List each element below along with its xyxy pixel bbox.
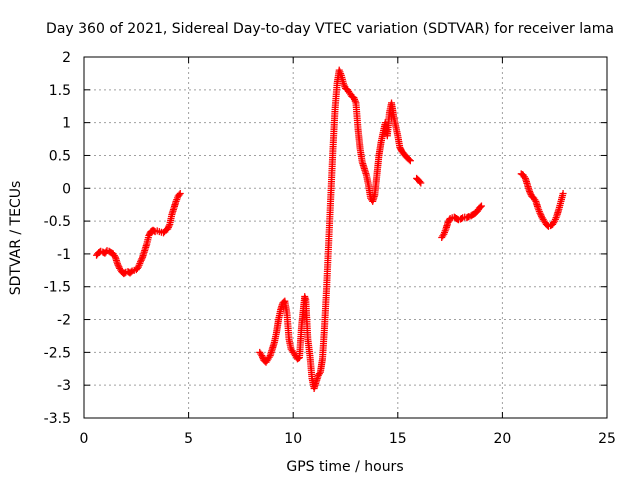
- data-point: [165, 222, 173, 230]
- x-tick-label: 10: [284, 431, 302, 447]
- y-tick-label: -2: [57, 313, 71, 329]
- data-point: [537, 211, 545, 219]
- plot-frame: [83, 56, 608, 419]
- data-point: [259, 353, 267, 361]
- data-point: [477, 202, 485, 210]
- data-point: [138, 255, 146, 263]
- data-point: [258, 352, 266, 360]
- x-tick-labels: 0 5 10 15 20 25: [80, 431, 616, 447]
- x-tick-label: 20: [493, 431, 511, 447]
- y-tick-label: -1: [57, 247, 71, 263]
- data-point: [164, 225, 172, 233]
- data-point: [536, 209, 544, 217]
- y-tick-label: 2: [62, 50, 71, 66]
- data-point: [136, 258, 144, 266]
- x-axis-label: GPS time / hours: [286, 459, 403, 475]
- y-tick-label: -3.5: [44, 411, 71, 427]
- data-point: [110, 252, 118, 260]
- axis-ticks: [83, 56, 608, 419]
- y-tick-label: 0: [62, 181, 71, 197]
- data-point: [113, 260, 121, 268]
- data-point: [127, 268, 135, 276]
- x-tick-label: 25: [598, 431, 616, 447]
- data-points: [93, 66, 567, 392]
- data-point: [526, 189, 534, 197]
- data-point: [265, 353, 273, 361]
- data-point: [526, 188, 534, 196]
- data-point: [175, 191, 183, 199]
- x-tick-label: 5: [184, 431, 193, 447]
- y-tick-label: -3: [57, 378, 71, 394]
- y-tick-label: -1.5: [44, 280, 71, 296]
- data-point: [417, 179, 425, 187]
- data-point: [458, 214, 466, 222]
- y-tick-label: 1.5: [49, 83, 71, 99]
- data-point: [176, 190, 184, 198]
- data-point: [137, 256, 145, 264]
- data-point: [531, 196, 539, 204]
- data-point: [476, 203, 484, 211]
- grid-lines: [84, 57, 607, 418]
- y-tick-labels: -3.5 -3 -2.5 -2 -1.5 -1 -0.5 0 0.5 1 1.5 2: [44, 50, 71, 427]
- y-tick-label: 0.5: [49, 148, 71, 164]
- data-point: [406, 157, 414, 165]
- x-tick-label: 0: [80, 431, 89, 447]
- data-point: [464, 213, 472, 221]
- x-tick-label: 15: [389, 431, 407, 447]
- y-tick-label: -0.5: [44, 214, 71, 230]
- y-tick-label: 1: [62, 116, 71, 132]
- data-point: [315, 370, 323, 378]
- data-point: [559, 190, 567, 198]
- data-point: [416, 178, 424, 186]
- data-point: [520, 173, 528, 181]
- data-point: [405, 156, 413, 164]
- data-point: [114, 261, 122, 269]
- y-tick-label: -2.5: [44, 345, 71, 361]
- chart-title: Day 360 of 2021, Sidereal Day-to-day VTE…: [46, 21, 614, 37]
- y-axis-label: SDTVAR / TECUs: [8, 181, 24, 296]
- data-point: [164, 223, 172, 231]
